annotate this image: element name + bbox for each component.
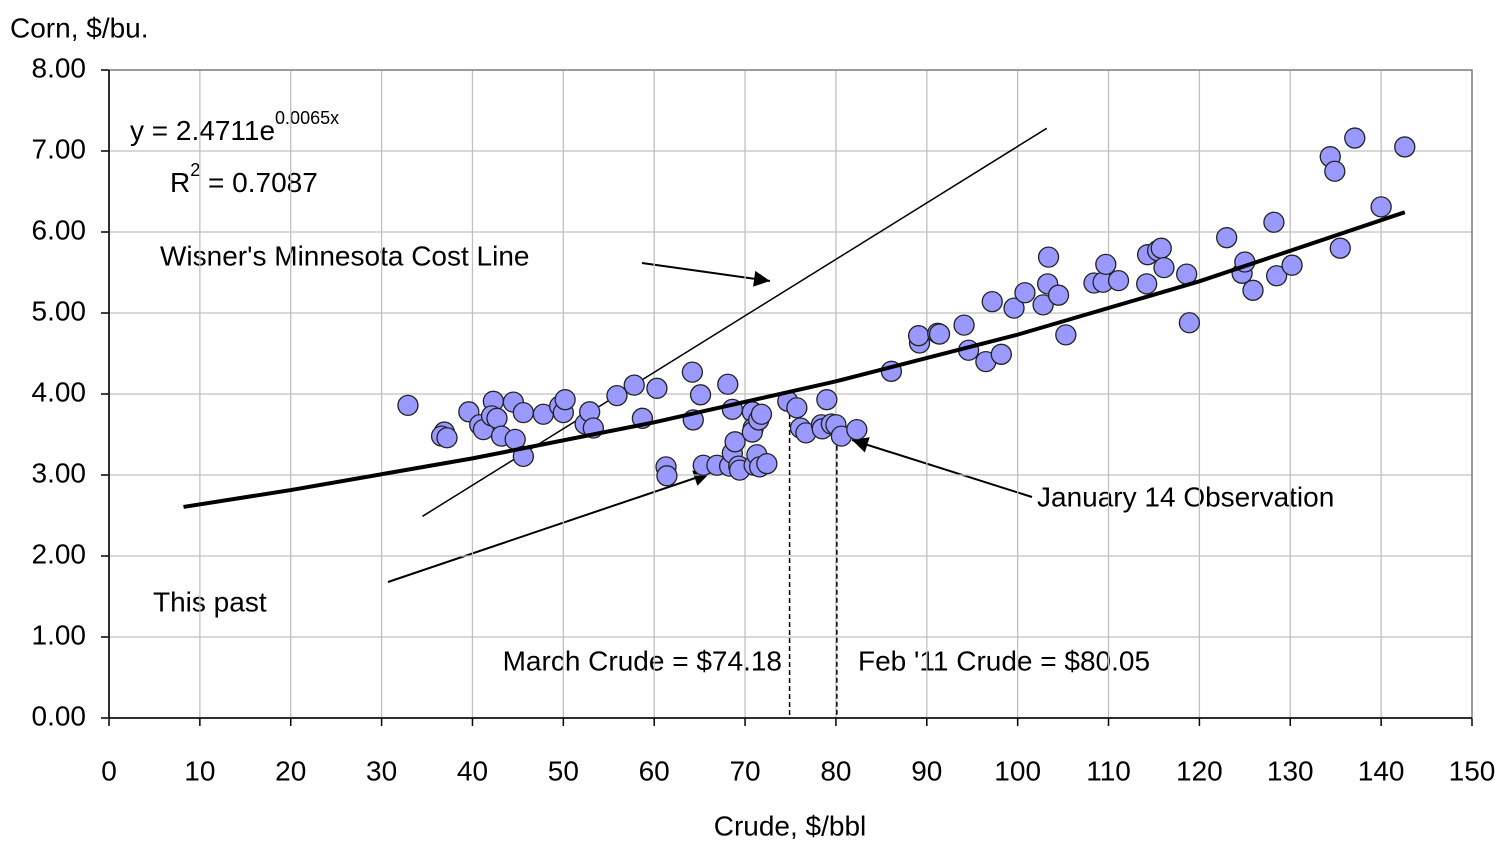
point	[1263, 211, 1285, 233]
arrow	[387, 470, 711, 583]
point	[689, 384, 712, 406]
equation-exponent: 0.0065x	[275, 108, 339, 128]
r-value: = 0.7087	[200, 167, 318, 198]
x-tick-label: 130	[1267, 755, 1314, 786]
x-tick-label: 60	[639, 755, 670, 786]
x-tick-label: 140	[1358, 755, 1405, 786]
annotation: January 14 Observation	[1037, 481, 1334, 512]
x-tick-label: 150	[1449, 755, 1496, 786]
x-tick-label: 50	[548, 755, 579, 786]
y-tick-label: 7.00	[32, 133, 87, 164]
x-tick-label: 70	[729, 755, 760, 786]
r-text: R	[170, 167, 190, 198]
point	[1136, 273, 1158, 295]
point	[554, 389, 576, 411]
x-tick-label: 30	[366, 755, 397, 786]
point	[1014, 282, 1036, 304]
point	[681, 361, 704, 383]
point	[953, 314, 975, 336]
y-tick-label: 1.00	[32, 619, 87, 650]
point	[981, 291, 1003, 313]
x-tick-label: 20	[275, 755, 306, 786]
point	[486, 407, 508, 429]
point	[1003, 297, 1025, 319]
point	[646, 377, 668, 399]
y-tick-label: 5.00	[32, 295, 87, 326]
point	[816, 389, 838, 411]
point	[1324, 160, 1346, 182]
point	[907, 325, 930, 347]
x-tick-label: 10	[184, 755, 215, 786]
r-squared: R2 = 0.7087	[170, 160, 318, 199]
point	[750, 403, 773, 425]
annotation: This past	[153, 586, 267, 617]
y-tick-label: 3.00	[32, 457, 87, 488]
reference-label: Feb '11 Crude = $80.05	[858, 645, 1150, 676]
point	[846, 418, 868, 441]
point	[623, 374, 645, 396]
x-tick-label: 110	[1086, 755, 1131, 786]
point	[1153, 256, 1175, 279]
x-tick-label: 40	[457, 755, 488, 786]
point	[1178, 312, 1201, 334]
point	[786, 397, 808, 419]
point	[1055, 324, 1077, 346]
point	[1037, 246, 1060, 268]
x-tick-label: 100	[994, 755, 1041, 786]
point	[724, 431, 746, 453]
point	[436, 427, 458, 449]
x-tick-label: 120	[1176, 755, 1223, 786]
point	[1107, 269, 1130, 292]
x-tick-label: 80	[820, 755, 851, 786]
point	[1344, 127, 1366, 149]
point	[656, 465, 678, 487]
equation: y = 2.4711e0.0065x	[130, 108, 339, 147]
y-tick-label: 4.00	[32, 376, 87, 407]
point	[1265, 265, 1288, 287]
point	[1216, 227, 1238, 249]
trendline	[183, 210, 1406, 509]
point	[1047, 284, 1070, 306]
x-tick-label: 0	[101, 755, 117, 786]
point	[1242, 279, 1264, 301]
equation-text: y = 2.4711e	[130, 115, 275, 146]
r-exponent: 2	[190, 160, 200, 180]
point	[397, 394, 419, 416]
x-axis-label: Crude, $/bbl	[714, 810, 867, 841]
y-axis-label: Corn, $/bu.	[10, 12, 149, 43]
y-tick-label: 8.00	[32, 52, 87, 83]
y-tick-label: 0.00	[32, 700, 87, 731]
point	[1394, 136, 1416, 158]
point	[606, 384, 628, 407]
cost-line-label: Wisner's Minnesota Cost Line	[160, 240, 530, 271]
y-tick-label: 6.00	[32, 214, 87, 245]
arrow	[851, 437, 1033, 498]
point	[1150, 237, 1172, 259]
point	[990, 343, 1012, 365]
point	[1329, 237, 1351, 259]
x-tick-label: 90	[911, 755, 942, 786]
reference-label: March Crude = $74.18	[503, 645, 782, 676]
point	[1032, 294, 1054, 316]
arrow	[641, 262, 771, 287]
point	[928, 323, 951, 345]
y-tick-label: 2.00	[32, 538, 87, 569]
point	[717, 373, 739, 395]
point	[1095, 253, 1117, 276]
point	[512, 401, 535, 424]
point	[756, 453, 778, 475]
point	[1370, 196, 1392, 218]
point	[1281, 254, 1303, 276]
